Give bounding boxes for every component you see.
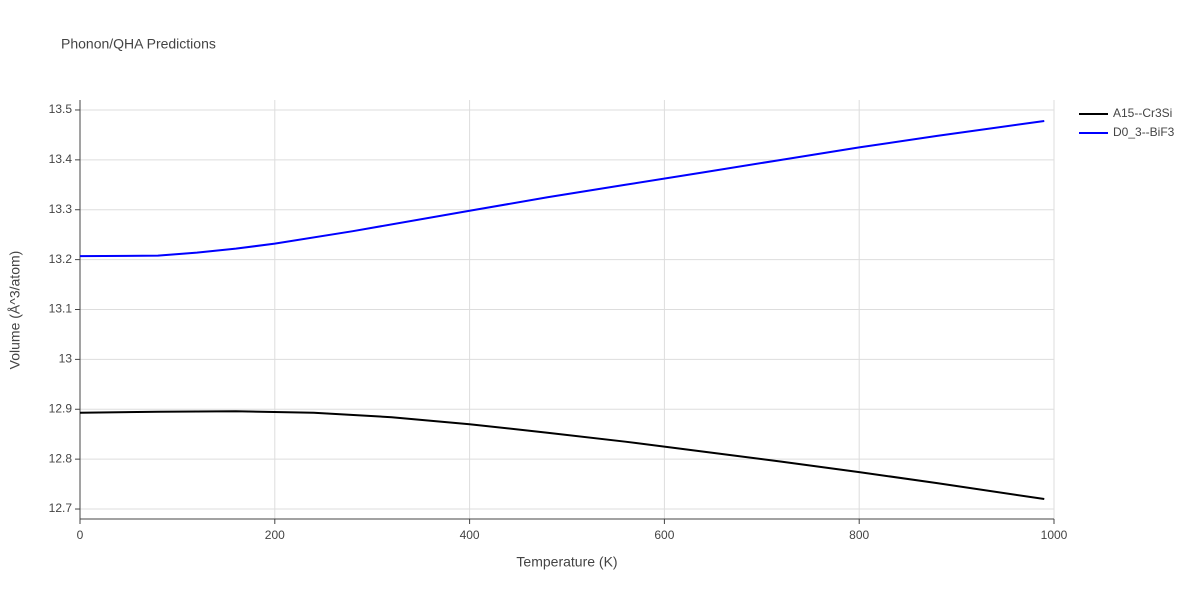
x-tick-label: 600 <box>654 528 674 542</box>
y-tick-label: 12.8 <box>49 451 73 465</box>
y-tick-label: 13.3 <box>49 202 73 216</box>
x-tick-label: 0 <box>77 528 84 542</box>
x-tick-label: 1000 <box>1041 528 1068 542</box>
y-tick-label: 13.2 <box>49 252 73 266</box>
x-axis-label: Temperature (K) <box>516 554 617 570</box>
y-tick-label: 13.4 <box>49 152 73 166</box>
y-tick-label: 13 <box>59 352 73 366</box>
legend-label: A15--Cr3Si <box>1113 106 1172 120</box>
series-line <box>79 410 1045 501</box>
y-tick-label: 12.9 <box>49 401 73 415</box>
chart-title: Phonon/QHA Predictions <box>61 36 216 52</box>
y-tick-label: 12.7 <box>49 501 73 515</box>
y-axis-label: Volume (Å^3/atom) <box>7 251 23 370</box>
y-tick-label: 13.5 <box>49 102 73 116</box>
x-tick-label: 400 <box>460 528 480 542</box>
x-tick-label: 800 <box>849 528 869 542</box>
y-tick-label: 13.1 <box>49 302 73 316</box>
x-tick-label: 200 <box>265 528 285 542</box>
series-line <box>79 119 1045 258</box>
legend-label: D0_3--BiF3 <box>1113 125 1175 139</box>
